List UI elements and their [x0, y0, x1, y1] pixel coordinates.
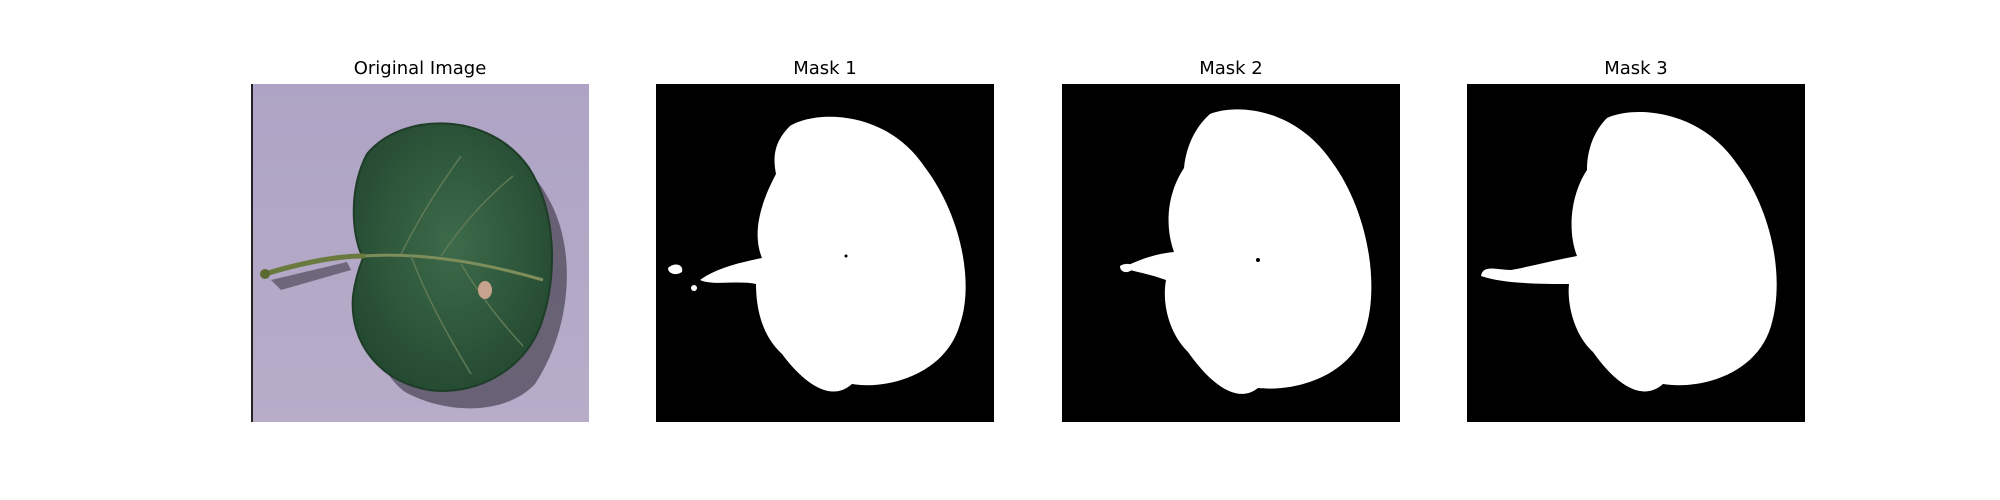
mask-foreground	[1481, 112, 1777, 392]
mask-1-image	[656, 84, 994, 422]
leaf-midrib	[362, 253, 544, 282]
original-image-title: Original Image	[353, 58, 487, 79]
mask-3-title: Mask 3	[1604, 58, 1668, 79]
stem-shadow	[271, 262, 351, 290]
mask-hole	[844, 254, 848, 258]
leaf-vein	[410, 255, 472, 375]
mask-foreground	[700, 116, 966, 392]
mask-1-title: Mask 1	[793, 58, 857, 79]
mask-fragment	[668, 264, 683, 275]
leaf-stem	[262, 253, 366, 277]
mask-hole	[1256, 258, 1260, 262]
mask-3-image	[1467, 84, 1805, 422]
mask-1-panel: Mask 1	[656, 58, 994, 422]
mask-foreground	[1122, 109, 1372, 394]
mask-fragment	[691, 285, 697, 291]
leaf-vein	[400, 155, 462, 255]
leaf-spot	[478, 281, 492, 299]
leaf	[351, 122, 554, 392]
original-image-panel: Original Image	[251, 58, 589, 422]
mask-2-title: Mask 2	[1199, 58, 1263, 79]
mask-fragment	[1120, 263, 1133, 273]
mask-3-panel: Mask 3	[1467, 58, 1805, 422]
mask-2-panel: Mask 2	[1062, 58, 1400, 422]
mask-2-image	[1062, 84, 1400, 422]
stem-tip	[260, 269, 270, 279]
original-image	[251, 84, 589, 422]
leaf-vein	[460, 263, 524, 347]
left-edge-line	[251, 84, 253, 422]
leaf-vein	[440, 175, 514, 257]
